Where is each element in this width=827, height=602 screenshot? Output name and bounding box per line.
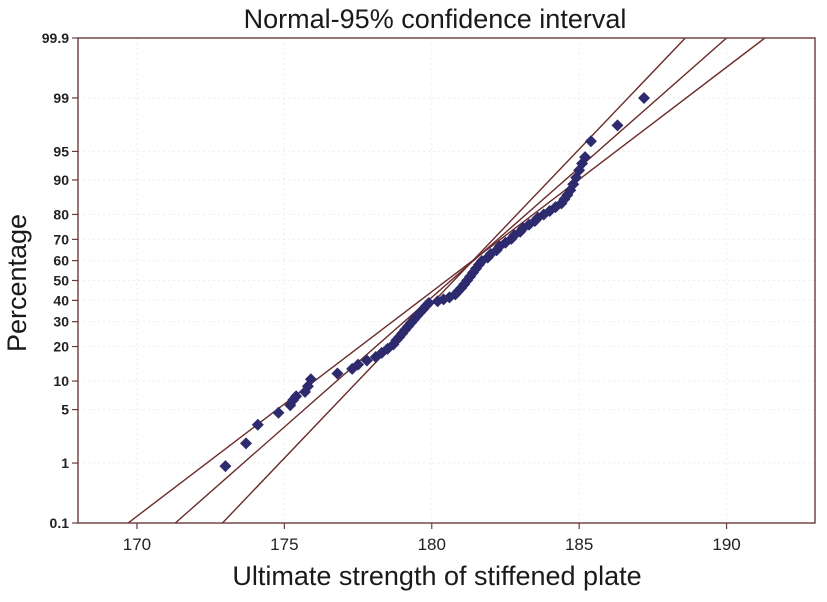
data-point — [272, 406, 285, 419]
x-tick-label: 185 — [565, 535, 593, 554]
data-point — [304, 373, 317, 386]
y-tick-label: 30 — [53, 314, 69, 330]
y-tick-label: 90 — [53, 172, 69, 188]
data-point — [331, 367, 344, 380]
data-point — [251, 418, 264, 431]
upper-line — [221, 38, 686, 523]
data-point — [240, 437, 253, 450]
y-axis-label: Percentage — [2, 214, 32, 352]
fit-lines-layer — [127, 38, 766, 523]
data-point — [290, 390, 303, 403]
y-tick-label: 99 — [53, 90, 69, 106]
data-point — [579, 151, 592, 164]
y-tick-label: 0.1 — [50, 515, 70, 531]
data-point — [611, 119, 624, 132]
y-tick-label: 40 — [53, 292, 69, 308]
y-tick-label: 60 — [53, 253, 69, 269]
data-point — [360, 354, 373, 367]
data-point — [352, 358, 365, 371]
tick-layer: 0.1 1 5 10 20 30 40 50 60 70 80 90 95 99 99.9 170 175 180… — [42, 30, 741, 554]
data-point — [584, 135, 597, 148]
x-tick-label: 175 — [270, 535, 298, 554]
data-point — [219, 460, 232, 473]
data-points-layer — [219, 91, 651, 473]
y-tick-label: 20 — [53, 339, 69, 355]
y-tick-label: 10 — [53, 373, 69, 389]
y-tick-label: 5 — [61, 402, 69, 418]
data-point — [422, 297, 435, 310]
grid-layer — [78, 37, 815, 524]
y-tick-label: 50 — [53, 273, 69, 289]
chart-title: Normal-95% confidence interval — [244, 4, 627, 34]
x-tick-label: 170 — [123, 535, 151, 554]
y-tick-label: 1 — [61, 455, 69, 471]
x-tick-label: 180 — [418, 535, 446, 554]
lower-line — [127, 38, 766, 523]
y-tick-label: 80 — [53, 206, 69, 222]
fit-line — [174, 38, 728, 523]
y-tick-label: 70 — [53, 231, 69, 247]
x-axis-label: Ultimate strength of stiffened plate — [232, 561, 641, 591]
x-tick-label: 190 — [712, 535, 740, 554]
y-tick-label: 99.9 — [42, 30, 69, 46]
y-tick-label: 95 — [53, 143, 69, 159]
data-point — [505, 232, 518, 245]
data-point — [638, 91, 651, 104]
